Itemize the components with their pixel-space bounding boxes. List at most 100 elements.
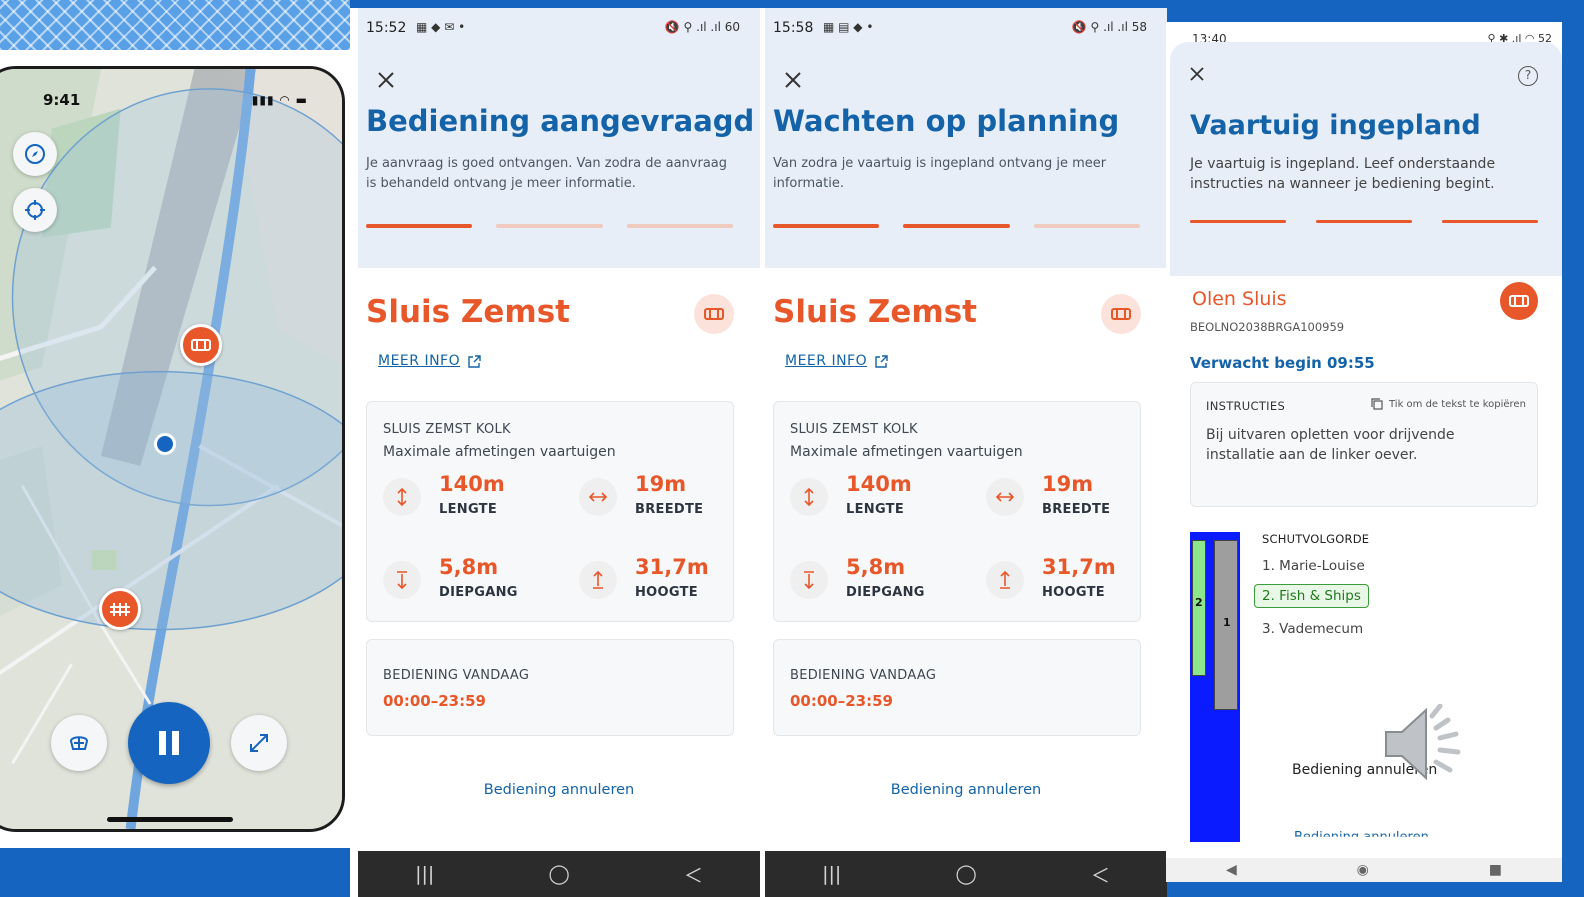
screen-waiting: 15:58 ▦ ▤ ◆ • 🔇 ⚲ .ıl .ıl 58 Wachten op … [765,8,1167,897]
progress-step-1 [1190,220,1286,223]
meer-info-link[interactable]: MEER INFO [785,353,888,369]
background-strip [0,848,350,897]
lock-marker[interactable] [180,324,222,366]
home-icon[interactable]: ◯ [955,863,977,885]
instructions-label: INSTRUCTIES [1206,399,1286,413]
back-icon[interactable]: ＜ [1090,864,1110,887]
recent-apps-icon[interactable]: ■ [1488,862,1503,878]
status-icons: ▮▮▮ ◠ ▬ [251,93,308,107]
background-strip [350,0,1584,8]
progress-steps [773,224,1140,228]
lock-icon [1509,295,1529,307]
status-icons-right: 🔇 ⚲ .ıl .ıl 60 [664,20,740,34]
dimensions-card: SLUIS ZEMST KOLK Maximale afmetingen vaa… [773,401,1141,622]
vessel-button[interactable] [51,715,107,771]
back-icon[interactable]: ＜ [683,864,703,887]
lock-icon [191,339,211,351]
lock-badge [1500,282,1538,320]
ship-other-label: 1 [1223,616,1231,629]
home-icon[interactable]: ◉ [1356,862,1369,878]
bridge-marker[interactable] [99,588,141,630]
width-value: 19m [1042,472,1094,496]
locate-button[interactable] [13,188,57,232]
recent-apps-icon[interactable]: ||| [415,863,435,885]
today-label: BEDIENING VANDAAG [383,668,530,683]
draft-value: 5,8m [846,555,906,579]
external-link-icon [468,354,481,368]
expand-button[interactable] [231,715,287,771]
expand-icon [250,734,268,752]
screen-planned: 13:40 ⚲ ✱ .ıl ◠ 52 ? Vaartuig ingepland … [1166,22,1562,882]
cancel-request-button[interactable]: Bediening annuleren [890,782,1042,798]
pause-icon [159,731,179,755]
back-icon[interactable]: ◀ [1225,862,1237,878]
compass-button[interactable] [13,132,57,176]
progress-step-3 [1033,224,1140,228]
speaker-icon[interactable] [1382,703,1466,788]
draft-icon [790,561,828,599]
length-value: 140m [846,472,912,496]
operating-hours-card: BEDIENING VANDAAG 00:00–23:59 [366,639,734,736]
lock-code: BEOLNO2038BRGA100959 [1190,320,1345,334]
header-panel [765,8,1167,268]
compass-icon [25,144,45,164]
dimensions-card: SLUIS ZEMST KOLK Maximale afmetingen vaa… [366,401,734,622]
width-stat: 19m BREEDTE [986,472,1156,522]
operating-hours-card: BEDIENING VANDAAG 00:00–23:59 [773,639,1141,736]
pause-button[interactable] [128,702,210,784]
lock-icon [1111,308,1131,320]
today-hours: 00:00–23:59 [790,692,893,710]
android-nav-bar: ||| ◯ ＜ [358,851,760,897]
lock-badge [1101,294,1141,334]
lock-name: Sluis Zemst [366,294,570,330]
recent-apps-icon[interactable]: ||| [822,863,842,885]
today-hours: 00:00–23:59 [383,692,486,710]
length-stat: 140m LENGTE [790,472,960,522]
length-value: 140m [439,472,505,496]
header-panel [358,8,760,268]
meer-info-link[interactable]: MEER INFO [378,353,481,369]
cancel-request-button[interactable]: Bediening annuleren [1292,762,1438,778]
android-nav-bar: ◀ ◉ ■ [1166,858,1562,882]
copy-text-button[interactable]: Tik om de tekst te kopiëren [1371,398,1526,410]
home-icon[interactable]: ◯ [548,863,570,885]
sequence-label: SCHUTVOLGORDE [1262,532,1370,546]
cancel-request-button-partial[interactable]: Bediening annuleren [1294,830,1429,845]
status-icons: ▦ ▤ ◆ • [823,20,874,34]
instructions-text: Bij uitvaren opletten voor drijvende ins… [1206,427,1455,463]
sequence-item-highlighted: 2. Fish & Ships [1254,584,1369,608]
height-stat: 31,7m HOOGTE [986,555,1156,605]
status-icons-right: 🔇 ⚲ .ıl .ıl 58 [1071,20,1147,34]
home-indicator [107,817,233,822]
width-value: 19m [635,472,687,496]
status-icons-right: ⚲ ✱ .ıl ◠ 52 [1487,32,1552,45]
cancel-request-button[interactable]: Bediening annuleren [483,782,635,798]
page-title: Bediening aangevraagd [366,104,755,138]
lock-name: Sluis Zemst [773,294,977,330]
meer-info-label: MEER INFO [378,353,461,369]
close-button[interactable] [781,68,805,92]
lock-badge [694,294,734,334]
crosshair-icon [25,200,45,220]
lock-icon [704,308,724,320]
close-button[interactable] [1190,66,1204,85]
copy-hint: Tik om de tekst te kopiëren [1389,398,1526,410]
instructions-card: INSTRUCTIES Tik om de tekst te kopiëren … [1190,382,1538,507]
status-icons: ▦ ◆ ✉ • [416,20,466,34]
draft-icon [383,561,421,599]
progress-steps [1190,220,1538,223]
chamber-name: SLUIS ZEMST KOLK [383,422,511,437]
ship-own [1192,540,1206,676]
ship-own-label: 2 [1195,596,1203,609]
draft-label: DIEPGANG [846,585,925,600]
progress-step-1 [773,224,880,228]
draft-value: 5,8m [439,555,499,579]
close-button[interactable] [374,68,398,92]
meer-info-label: MEER INFO [785,353,868,369]
sequence-item: 1. Marie-Louise [1262,558,1365,574]
help-button[interactable]: ? [1518,66,1538,86]
today-label: BEDIENING VANDAAG [790,668,937,683]
height-icon [986,561,1024,599]
ship-other [1214,540,1238,710]
width-label: BREEDTE [635,502,704,517]
